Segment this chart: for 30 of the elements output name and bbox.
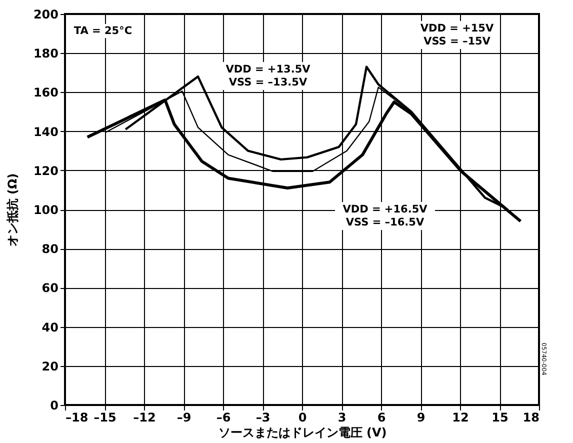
y-tick-label: 80 [42,242,58,256]
annotation: VDD = +15V VSS = –15V [420,22,494,48]
x-tick-label: 9 [416,410,426,424]
x-tick-label: –9 [176,410,192,424]
y-axis-title: オン抵抗 (Ω) [5,173,20,247]
x-tick-label: 0 [298,410,307,424]
y-tick-label: 140 [33,124,58,139]
x-axis-title: ソースまたはドレイン電圧 (V) [218,426,387,440]
y-tick-label: 40 [42,320,58,334]
y-tick-label: 20 [42,359,58,374]
x-tick-label: –12 [133,410,156,424]
y-tick-label: 180 [33,46,58,61]
y-tick-label: 60 [42,281,58,296]
x-tick-label: 12 [452,410,469,424]
x-tick-label: –6 [216,410,231,424]
y-tick-label: 100 [33,203,58,217]
y-tick-label: 120 [33,164,58,178]
x-tick-label: 3 [338,410,346,424]
y-tick-label: 160 [33,86,58,100]
annotation: TA = 25°C [74,25,132,37]
x-tick-label: –15 [94,410,116,424]
y-tick-label: 200 [33,8,58,22]
annotation: VDD = +13.5V VSS = –13.5V [226,64,312,88]
x-tick-label: –3 [256,410,270,424]
x-tick-label: –18 [66,410,88,424]
x-tick-label: 15 [492,410,508,424]
x-tick-label: 6 [377,410,386,424]
annotation: VDD = +16.5V VSS = –16.5V [342,204,428,228]
x-tick-label: 18 [522,410,540,424]
y-tick-label: 0 [50,398,58,412]
